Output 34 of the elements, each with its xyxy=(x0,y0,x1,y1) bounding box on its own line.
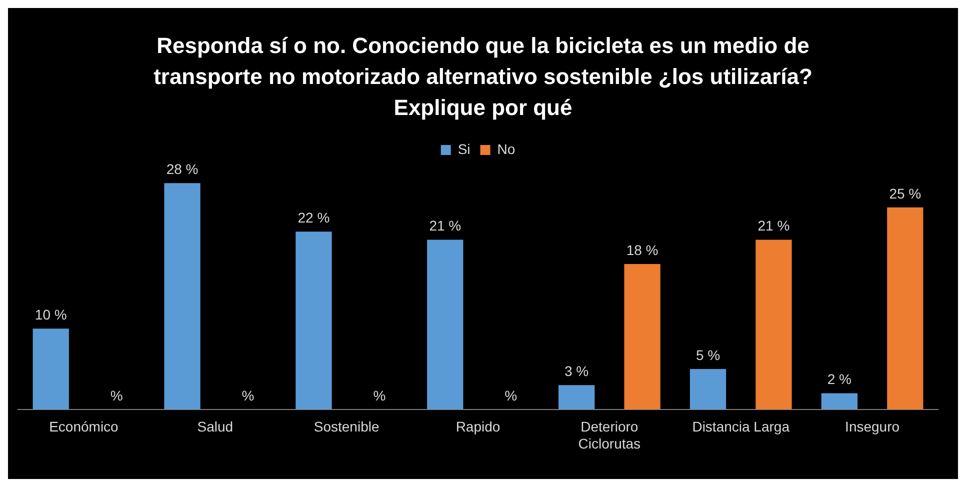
chart-title: Responda sí o no. Conociendo que la bicicleta es un medio de transporte no motorizado alternativo sostenible ¿los utilizaría? Explique por qué xyxy=(152,32,814,122)
data-label: 18 % xyxy=(626,242,658,258)
data-label: 22 % xyxy=(298,210,330,226)
bar xyxy=(427,240,464,410)
data-label: 21 % xyxy=(758,218,790,234)
x-tick-label: Salud xyxy=(197,418,234,435)
bar xyxy=(32,328,69,410)
data-label: 25 % xyxy=(889,185,922,202)
text: % xyxy=(242,387,254,404)
text: % xyxy=(110,387,123,404)
bar xyxy=(164,183,200,410)
data-label: 10 % xyxy=(34,306,67,322)
x-tick-label: Rapido xyxy=(456,418,500,435)
bar xyxy=(558,385,595,410)
x-tick-label: Inseguro xyxy=(845,418,900,435)
data-label: 21 % xyxy=(429,218,462,234)
x-tick-label: Distancia Larga xyxy=(692,418,790,435)
bar xyxy=(756,240,792,410)
legend-label: Si xyxy=(458,140,470,157)
text: % xyxy=(373,387,386,404)
bar xyxy=(821,393,858,410)
bar xyxy=(296,232,332,410)
data-label: 3 % xyxy=(564,363,589,380)
bar xyxy=(690,369,726,410)
bar xyxy=(887,207,924,410)
text: % xyxy=(504,387,518,404)
x-tick-label: Deterioro Ciclorutas xyxy=(578,418,641,452)
bar xyxy=(624,264,660,410)
data-label: 2 % xyxy=(827,371,852,388)
x-tick-label: Sostenible xyxy=(314,418,380,435)
data-label: 28 % xyxy=(166,161,198,178)
data-label: 5 % xyxy=(696,346,720,363)
x-tick-label: Económico xyxy=(49,418,119,435)
legend-label: No xyxy=(497,140,516,157)
